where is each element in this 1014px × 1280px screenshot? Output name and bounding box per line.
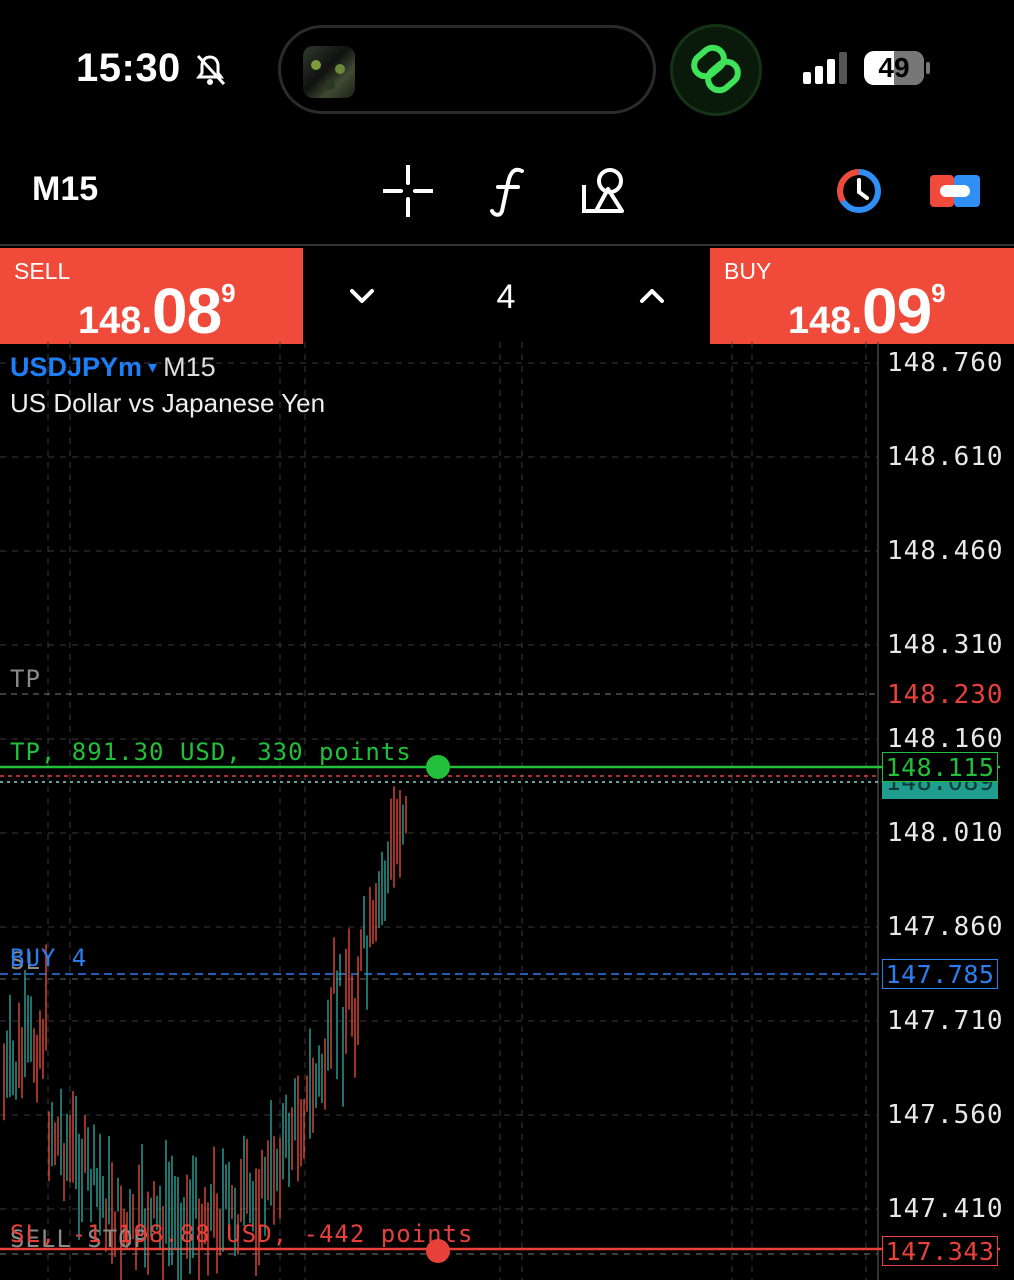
symbol-description: US Dollar vs Japanese Yen [10,388,326,418]
cellular-signal-icon [803,52,847,84]
buy-position-label[interactable]: BUY 4 [10,944,88,972]
battery-level: 49 [878,52,910,83]
axis-label: 147.710 [887,1006,1004,1036]
axis-label: 148.460 [887,536,1004,566]
link-icon[interactable] [670,24,762,116]
symbol-name[interactable]: USDJPYm [10,352,143,382]
status-time: 15:30 [76,46,181,90]
sl-line-label[interactable]: SL, -1 198.88 USD, -442 points [10,1220,474,1248]
sell-label: SELL [14,258,71,284]
buy-price-tag[interactable]: 147.785 [882,959,998,989]
axis-label: 148.310 [887,630,1004,660]
axis-label: 147.410 [887,1194,1004,1224]
sl-price-tag[interactable]: 147.343 [882,1236,998,1266]
chart-symbol-header[interactable]: USDJPYm ▾ M15 [10,352,216,383]
volume-increase-icon[interactable] [632,276,672,316]
volume-value[interactable]: 4 [496,278,516,316]
axis-label: 147.560 [887,1100,1004,1130]
trade-panel: SELL 148.089 4 BUY 148.099 [0,244,1014,347]
ask-price-label: 148.230 [887,680,1004,710]
axis-label: 147.860 [887,912,1004,942]
sl-handle [426,1239,450,1263]
one-click-trading-icon[interactable] [930,165,980,217]
now-playing-artwork [303,46,355,98]
buy-label: BUY [724,258,772,284]
crosshair-icon[interactable] [383,165,433,217]
sell-button[interactable]: SELL 148.089 [0,248,303,347]
volume-decrease-icon[interactable] [342,276,382,316]
sl-ghost-label: SL [10,947,41,975]
axis-label: 148.160 [887,724,1004,754]
tp-level-label: TP [10,665,41,693]
tp-price-tag[interactable]: 148.115 [882,752,998,782]
indicators-icon[interactable] [484,165,534,217]
chart-canvas[interactable] [0,342,1014,1280]
tp-handle [426,755,450,779]
buy-button[interactable]: BUY 148.099 [710,248,1014,347]
tp-line-label[interactable]: TP, 891.30 USD, 330 points [10,738,412,766]
symbol-timeframe: M15 [163,352,216,382]
sell-price: 148.089 [78,275,236,347]
status-bar: 15:30 49 [0,0,1014,135]
objects-icon[interactable] [580,165,630,217]
symbol-dropdown-icon[interactable]: ▾ [148,357,158,377]
timeframe-button[interactable]: M15 [32,170,99,208]
history-clock-icon[interactable] [834,165,884,217]
dynamic-island[interactable] [278,25,656,114]
axis-label: 148.610 [887,442,1004,472]
axis-label: 148.760 [887,348,1004,378]
price-chart[interactable] [0,342,1014,1280]
buy-price: 148.099 [788,275,946,347]
sell-stop-label: SELL STOP [10,1225,150,1253]
battery-icon: 49 [864,51,930,85]
bell-muted-icon [196,54,226,86]
axis-label: 148.010 [887,818,1004,848]
